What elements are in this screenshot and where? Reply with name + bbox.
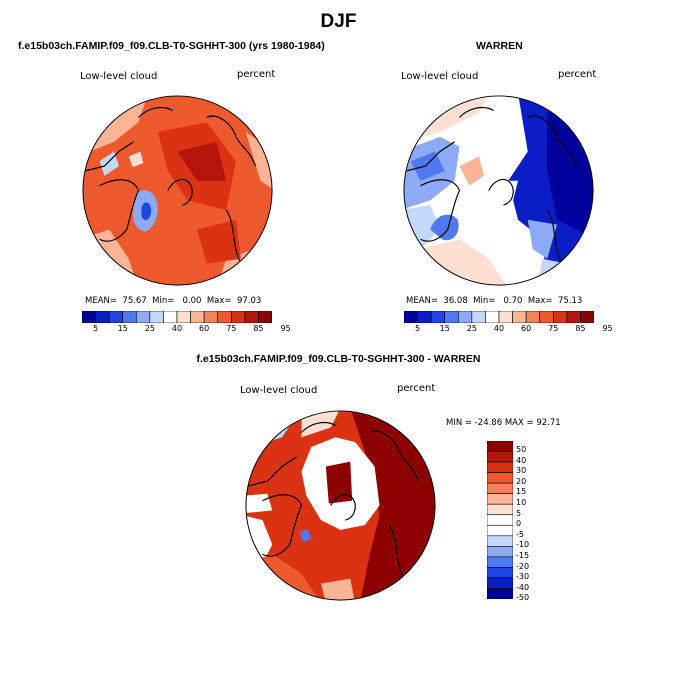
colorbar-diff-tick-label: -15 bbox=[516, 551, 530, 561]
colorbar-obs bbox=[404, 311, 594, 323]
colorbar-diff-swatch bbox=[487, 493, 513, 505]
colorbar-model-swatch bbox=[230, 311, 246, 323]
colorbar-diff-swatch bbox=[487, 524, 513, 537]
panel-obs-stats: MEAN= 36.08 Min= 0.70 Max= 75.13 bbox=[406, 296, 583, 306]
colorbar-model-swatch bbox=[203, 311, 219, 323]
colorbar-obs-tick-label: 40 bbox=[493, 324, 505, 333]
colorbar-model-swatch bbox=[258, 311, 272, 323]
panel-model-variable: Low-level cloud bbox=[80, 71, 158, 82]
colorbar-obs-swatch bbox=[580, 311, 594, 323]
colorbar-model-swatch bbox=[163, 311, 178, 323]
colorbar-obs-swatch bbox=[457, 311, 473, 323]
colorbar-diff-swatch bbox=[487, 546, 513, 558]
colorbar-diff-tick-label: -20 bbox=[516, 561, 530, 571]
colorbar-diff-tick-label: 0 bbox=[516, 519, 522, 529]
colorbar-diff-tick-label: 30 bbox=[516, 466, 527, 476]
colorbar-diff bbox=[487, 441, 513, 599]
colorbar-diff-swatch bbox=[487, 503, 513, 516]
colorbar-diff-tick-label: 50 bbox=[516, 445, 527, 454]
colorbar-diff-swatch bbox=[487, 451, 513, 463]
colorbar-model-swatch bbox=[108, 311, 124, 323]
colorbar-obs-tick-label: 5 bbox=[415, 324, 421, 333]
colorbar-obs-tick-label: 85 bbox=[575, 324, 586, 333]
colorbar-diff-tick-label: -50 bbox=[516, 593, 530, 603]
colorbar-model-tick-label: 40 bbox=[171, 324, 183, 333]
colorbar-model-swatch bbox=[149, 311, 164, 323]
colorbar-diff-tick-label: 5 bbox=[516, 508, 522, 518]
colorbar-obs-ticks: 5 15 25 40 60 75 85 95 bbox=[404, 324, 613, 336]
colorbar-obs-swatch bbox=[471, 311, 486, 323]
polar-map-model bbox=[82, 95, 273, 286]
colorbar-diff-swatch bbox=[487, 461, 513, 473]
colorbar-diff-swatch bbox=[487, 535, 513, 547]
colorbar-diff-swatch bbox=[487, 588, 513, 599]
colorbar-diff-tick-label: -30 bbox=[516, 572, 530, 582]
colorbar-model-tick-label: 60 bbox=[199, 324, 210, 333]
panel-obs-variable: Low-level cloud bbox=[401, 71, 479, 82]
panel-model-units: percent bbox=[237, 69, 276, 80]
colorbar-model bbox=[82, 311, 272, 323]
colorbar-diff-ticks: 50 40 30 20 15 10 5 0 -5 -10 -15 -20 -30 -40 -50 bbox=[516, 441, 556, 603]
panel-diff-minmax: MIN = -24.86 MAX = 92.71 bbox=[446, 418, 561, 428]
panel-model-stats: MEAN= 75.67 Min= 0.00 Max= 97.03 bbox=[85, 296, 262, 306]
panel-diff-title: f.e15b03ch.FAMIP.f09_f09.CLB-T0-SGHHT-30… bbox=[196, 353, 481, 365]
colorbar-model-swatch bbox=[122, 311, 137, 323]
colorbar-model-tick-label: 95 bbox=[280, 324, 291, 333]
colorbar-model-swatch bbox=[244, 311, 259, 323]
colorbar-model-tick-label: 75 bbox=[226, 324, 237, 333]
colorbar-model-swatch bbox=[190, 311, 205, 323]
colorbar-diff-tick-label: 20 bbox=[516, 476, 527, 486]
colorbar-diff-tick-label: 10 bbox=[516, 498, 527, 508]
colorbar-diff-swatch bbox=[487, 482, 513, 494]
colorbar-model-swatch bbox=[176, 311, 191, 323]
colorbar-obs-tick-label: 60 bbox=[521, 324, 532, 333]
colorbar-model-swatch bbox=[82, 311, 96, 323]
colorbar-obs-swatch bbox=[485, 311, 500, 323]
colorbar-obs-tick-label: 95 bbox=[602, 324, 613, 333]
colorbar-model-swatch bbox=[217, 311, 232, 323]
colorbar-model-swatch bbox=[135, 311, 151, 323]
colorbar-model-ticks: 5 15 25 40 60 75 85 95 bbox=[82, 324, 291, 336]
colorbar-diff-swatch bbox=[487, 514, 513, 526]
panel-obs-title: WARREN bbox=[476, 40, 523, 52]
colorbar-diff-swatch bbox=[487, 577, 513, 589]
colorbar-diff-tick-label: -5 bbox=[516, 529, 524, 539]
panel-diff-variable: Low-level cloud bbox=[240, 385, 318, 396]
panel-model-title: f.e15b03ch.FAMIP.f09_f09.CLB-T0-SGHHT-30… bbox=[18, 40, 325, 52]
colorbar-obs-swatch bbox=[552, 311, 568, 323]
polar-map-diff bbox=[245, 410, 436, 601]
colorbar-obs-tick-label: 25 bbox=[466, 324, 477, 333]
colorbar-obs-swatch bbox=[539, 311, 554, 323]
colorbar-diff-tick-label: 40 bbox=[516, 455, 527, 465]
colorbar-model-tick-label: 5 bbox=[93, 324, 99, 333]
colorbar-obs-swatch bbox=[512, 311, 527, 323]
colorbar-model-tick-label: 25 bbox=[144, 324, 155, 333]
colorbar-diff-swatch bbox=[487, 441, 513, 452]
colorbar-obs-swatch bbox=[525, 311, 541, 323]
colorbar-obs-swatch bbox=[498, 311, 513, 323]
panel-obs-units: percent bbox=[558, 69, 597, 80]
colorbar-diff-tick-label: 15 bbox=[516, 487, 527, 497]
colorbar-model-tick-label: 85 bbox=[253, 324, 264, 333]
panel-diff-units: percent bbox=[397, 383, 436, 394]
colorbar-diff-tick-label: -40 bbox=[516, 582, 530, 592]
colorbar-obs-swatch bbox=[444, 311, 459, 323]
colorbar-diff-swatch bbox=[487, 567, 513, 579]
colorbar-obs-tick-label: 15 bbox=[439, 324, 450, 333]
colorbar-obs-swatch bbox=[566, 311, 581, 323]
colorbar-diff-tick-label: -10 bbox=[516, 540, 530, 550]
main-title: DJF bbox=[320, 11, 357, 32]
colorbar-diff-swatch bbox=[487, 556, 513, 568]
colorbar-obs-swatch bbox=[430, 311, 446, 323]
colorbar-obs-swatch bbox=[404, 311, 418, 323]
colorbar-model-tick-label: 15 bbox=[117, 324, 128, 333]
colorbar-model-swatch bbox=[95, 311, 110, 323]
colorbar-diff-swatch bbox=[487, 472, 513, 484]
colorbar-obs-swatch bbox=[417, 311, 432, 323]
colorbar-obs-tick-label: 75 bbox=[548, 324, 559, 333]
polar-map-obs bbox=[403, 95, 594, 286]
